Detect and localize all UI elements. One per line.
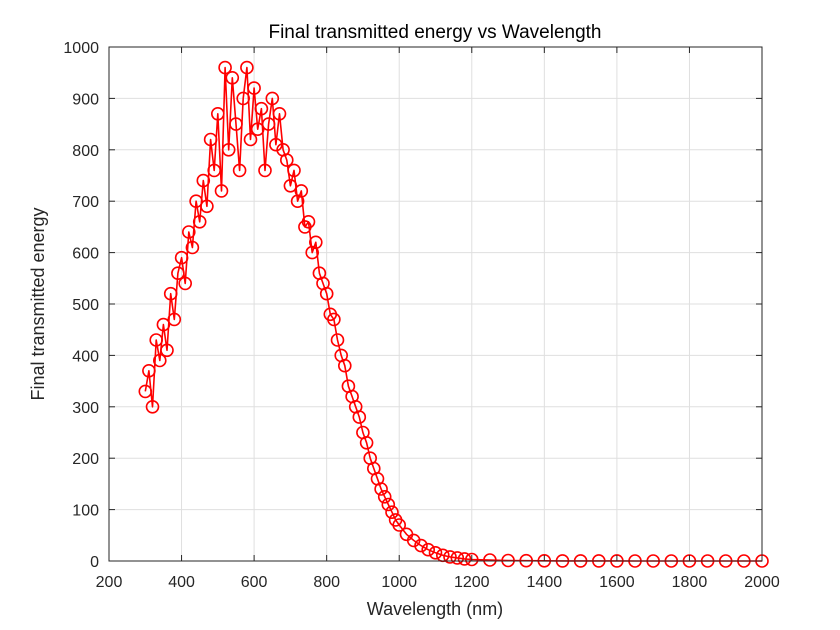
data-point bbox=[200, 199, 214, 214]
data-point bbox=[229, 117, 243, 131]
data-point bbox=[374, 482, 388, 496]
data-point bbox=[174, 250, 189, 265]
data-point bbox=[185, 240, 200, 255]
data-point bbox=[381, 497, 396, 512]
data-point bbox=[443, 550, 457, 564]
data-point bbox=[142, 363, 156, 378]
data-point bbox=[319, 286, 334, 301]
y-tick-label: 300 bbox=[72, 400, 99, 417]
data-point bbox=[225, 71, 240, 85]
y-tick-label: 500 bbox=[72, 297, 99, 314]
data-point bbox=[243, 132, 258, 147]
data-point bbox=[138, 384, 153, 399]
data-point bbox=[218, 60, 232, 75]
data-point bbox=[272, 107, 287, 121]
data-point bbox=[192, 215, 207, 229]
x-tick-label: 1200 bbox=[454, 574, 490, 591]
data-point bbox=[178, 276, 192, 291]
series-markers bbox=[138, 60, 769, 568]
y-tick-label: 0 bbox=[90, 554, 99, 571]
data-point bbox=[359, 435, 374, 450]
data-point bbox=[261, 117, 276, 131]
data-point bbox=[327, 312, 341, 327]
data-point bbox=[330, 333, 345, 347]
data-point bbox=[414, 538, 428, 553]
y-tick-label: 200 bbox=[72, 451, 99, 468]
x-tick-label: 800 bbox=[313, 574, 340, 591]
data-point bbox=[149, 333, 163, 347]
data-point bbox=[156, 317, 171, 332]
y-tick-label: 900 bbox=[72, 91, 99, 108]
chart-title: Final transmitted energy vs Wavelength bbox=[268, 22, 601, 43]
data-point bbox=[283, 179, 298, 193]
x-tick-label: 1000 bbox=[381, 574, 417, 591]
data-point bbox=[236, 91, 250, 106]
x-axis-label: Wavelength (nm) bbox=[367, 599, 503, 619]
x-tick-label: 2000 bbox=[744, 574, 780, 591]
data-point bbox=[221, 143, 236, 157]
data-point bbox=[450, 551, 465, 565]
data-point bbox=[207, 163, 221, 178]
data-point bbox=[279, 153, 294, 167]
data-point bbox=[421, 542, 436, 557]
x-tick-label: 1400 bbox=[527, 574, 563, 591]
y-axis-label: Final transmitted energy bbox=[28, 207, 48, 400]
data-point bbox=[392, 518, 407, 532]
data-point bbox=[160, 343, 174, 358]
data-point bbox=[153, 353, 167, 368]
y-tick-label: 700 bbox=[72, 194, 99, 211]
data-point bbox=[352, 410, 367, 424]
grid bbox=[109, 47, 762, 561]
data-point bbox=[214, 184, 229, 198]
data-point bbox=[294, 184, 309, 198]
x-tick-label: 1600 bbox=[599, 574, 635, 591]
x-tick-label: 600 bbox=[241, 574, 268, 591]
y-tick-label: 1000 bbox=[63, 40, 99, 57]
data-point bbox=[211, 107, 225, 121]
data-point bbox=[265, 91, 280, 106]
data-point bbox=[250, 122, 265, 136]
data-point bbox=[258, 163, 272, 178]
data-point bbox=[171, 266, 185, 281]
data-point bbox=[254, 101, 269, 116]
y-tick-label: 400 bbox=[72, 348, 99, 365]
data-point bbox=[308, 235, 323, 250]
y-tick-label: 800 bbox=[72, 143, 99, 160]
x-tick-label: 1800 bbox=[672, 574, 708, 591]
y-tick-label: 600 bbox=[72, 246, 99, 263]
x-tick-label: 400 bbox=[168, 574, 195, 591]
data-point bbox=[337, 358, 352, 373]
data-point bbox=[457, 552, 472, 566]
data-point bbox=[464, 552, 479, 567]
x-tick-label: 200 bbox=[96, 574, 123, 591]
data-point bbox=[196, 173, 211, 188]
x-ticks: 200 400 600 800 1000 1200 1400 1600 1800 2000 bbox=[96, 47, 780, 591]
y-ticks: 0 100 200 300 400 500 600 700 800 900 1000 bbox=[63, 40, 762, 571]
data-point bbox=[232, 163, 247, 178]
data-point bbox=[377, 489, 392, 504]
data-point bbox=[167, 312, 182, 327]
data-point bbox=[428, 545, 443, 560]
data-point bbox=[203, 132, 218, 147]
data-point bbox=[301, 215, 316, 229]
data-point bbox=[385, 505, 399, 520]
data-point bbox=[287, 163, 301, 178]
data-point bbox=[483, 553, 497, 567]
data-point bbox=[247, 81, 261, 95]
data-point bbox=[145, 399, 160, 414]
data-point bbox=[163, 286, 178, 301]
data-point bbox=[240, 60, 254, 75]
data-point bbox=[182, 225, 196, 239]
data-point bbox=[189, 194, 203, 208]
y-tick-label: 100 bbox=[72, 503, 99, 520]
